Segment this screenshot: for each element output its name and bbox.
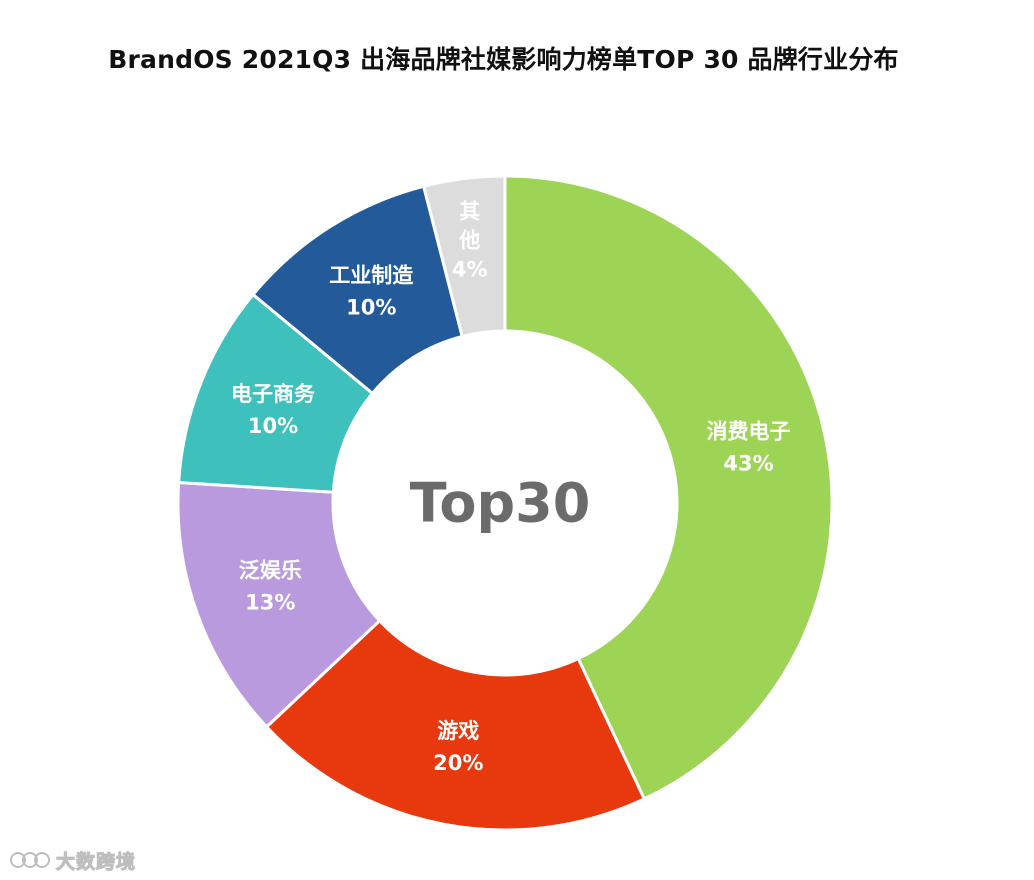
slice-2 [176,480,382,729]
slice-label-char: 他 [458,228,480,252]
slice-label-char: 其 [459,199,480,223]
slice-value-label-1: 20% [433,751,483,775]
labels-group: 消费电子 43% 游戏 20% 泛娱乐 13% 电子商务 10% 工业制造 10% 其他 4% [231,199,790,775]
slices-group [176,174,834,832]
slice-name-label-3: 电子商务 [231,382,316,406]
slice-1 [264,618,647,832]
slice-value-label-4: 10% [346,295,396,319]
center-label: Top30 [410,472,591,535]
slice-value-label-0: 43% [723,452,773,476]
slice-value-label-2: 13% [245,591,295,615]
slice-name-label-2: 泛娱乐 [239,559,302,583]
slice-label-5: 其他 4% [452,199,488,281]
watermark-text: 大数跨境 [55,850,137,873]
chart-title: BrandOS 2021Q3 出海品牌社媒影响力榜单TOP 30 品牌行业分布 [108,45,899,74]
slice-value-label-3: 10% [248,414,298,438]
slice-name-label-0: 消费电子 [706,420,790,444]
watermark: 大数跨境 [8,846,136,874]
slice-value-label: 4% [452,257,488,281]
slice-0 [503,174,834,801]
slice-name-label-1: 游戏 [437,719,479,743]
slice-5 [421,174,507,339]
watermark-logo-icon [10,852,50,868]
slice-name-label-4: 工业制造 [329,263,414,287]
